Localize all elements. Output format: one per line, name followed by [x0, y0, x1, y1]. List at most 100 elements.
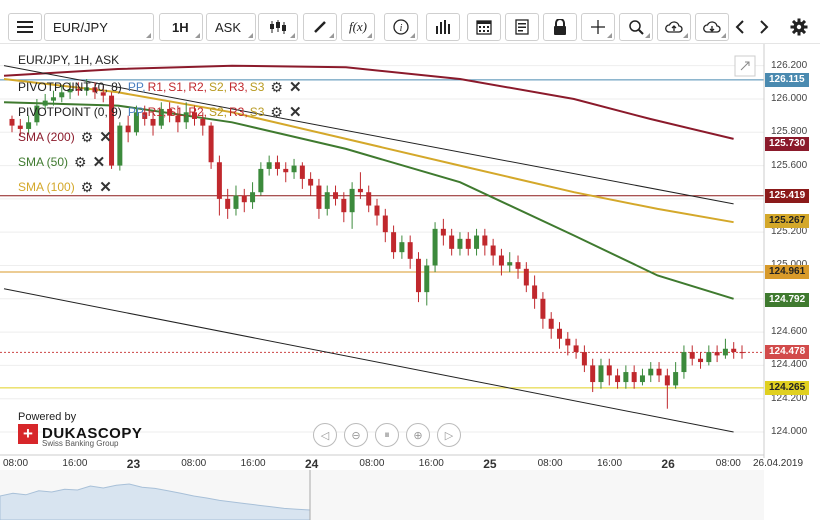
- pivot2-s1: S1,: [168, 105, 187, 119]
- sma200-settings-icon[interactable]: ⚙: [80, 128, 94, 145]
- price-type-select[interactable]: ASK: [206, 13, 256, 41]
- candle-body: [133, 112, 139, 133]
- candle: [349, 182, 355, 229]
- candle: [216, 155, 222, 216]
- candle-body: [183, 112, 189, 123]
- legend-header-text: EUR/JPY, 1H, ASK: [18, 53, 120, 67]
- settings-button[interactable]: [786, 13, 812, 41]
- upload-button[interactable]: [657, 13, 691, 41]
- zoom-in-button[interactable]: ⊕: [406, 423, 430, 447]
- price-badge: 125.730: [765, 136, 810, 151]
- candle: [200, 112, 206, 136]
- candle: [233, 185, 239, 216]
- pivot2-settings-icon[interactable]: ⚙: [270, 103, 283, 120]
- crosshair-button[interactable]: [581, 13, 615, 41]
- candle: [125, 115, 131, 143]
- candle: [366, 185, 372, 213]
- zoom-in-icon: ⊕: [413, 429, 423, 442]
- sma50-close-icon[interactable]: ✕: [92, 154, 106, 171]
- candle-body: [100, 92, 106, 96]
- trendline: [3, 65, 734, 205]
- price-chart[interactable]: [0, 44, 820, 520]
- candle-body: [664, 375, 670, 386]
- candle: [150, 112, 156, 136]
- time-tick-label: 26: [661, 457, 675, 471]
- volume-button[interactable]: [426, 13, 460, 41]
- candle: [175, 105, 181, 133]
- sma100-close-icon[interactable]: ✕: [99, 179, 112, 196]
- candle-body: [9, 118, 15, 126]
- legend-sma200: SMA (200) ⚙ ✕: [18, 128, 112, 147]
- candle-body: [192, 112, 197, 119]
- candle: [241, 188, 247, 213]
- candle-body: [266, 162, 272, 169]
- pivot1-close-icon[interactable]: ✕: [288, 79, 302, 96]
- zoom-button[interactable]: [619, 13, 653, 41]
- brand-name: DUKASCOPY: [42, 425, 143, 442]
- scroll-right-button[interactable]: [755, 13, 773, 41]
- candle: [183, 102, 189, 129]
- sma100-settings-icon[interactable]: ⚙: [80, 178, 94, 195]
- price-badge: 125.419: [765, 188, 810, 203]
- candle-body: [474, 235, 480, 249]
- price-badge: 126.115: [765, 72, 809, 87]
- sma100-name: SMA (100): [18, 180, 75, 194]
- scroll-back-button[interactable]: ◁: [313, 423, 337, 447]
- candle-body: [200, 118, 206, 126]
- candle-body: [399, 242, 405, 253]
- candle-body: [407, 242, 413, 259]
- candle: [357, 172, 363, 199]
- report-button[interactable]: [505, 13, 539, 41]
- candle-type-button[interactable]: [258, 13, 298, 41]
- candle: [722, 338, 728, 359]
- candle-body: [17, 125, 23, 129]
- candle-body: [606, 365, 612, 376]
- candle: [656, 362, 662, 383]
- candle-body: [92, 87, 98, 93]
- pivot1-s3: S3: [249, 80, 265, 94]
- sma200-close-icon[interactable]: ✕: [99, 129, 112, 146]
- candle-body: [623, 372, 629, 383]
- sma50-line: [3, 101, 734, 300]
- candle: [291, 158, 297, 179]
- candle-body: [656, 368, 662, 376]
- candle-body: [515, 262, 521, 269]
- candle: [606, 358, 612, 386]
- candle-body: [142, 112, 148, 119]
- time-tick-label: 16:00: [597, 458, 623, 469]
- sma50-settings-icon[interactable]: ⚙: [74, 153, 87, 170]
- candle-body: [449, 235, 455, 249]
- candle-body: [42, 100, 48, 106]
- dukascopy-logo[interactable]: + DUKASCOPY Swiss Banking Group: [18, 424, 143, 448]
- candle-body: [581, 352, 587, 366]
- pivot2-close-icon[interactable]: ✕: [288, 104, 302, 121]
- draw-button[interactable]: [303, 13, 337, 41]
- pivot1-settings-icon[interactable]: ⚙: [270, 78, 283, 95]
- candle-body: [639, 375, 645, 383]
- price-tick-label: 125.200: [771, 226, 808, 238]
- candle-body: [648, 368, 654, 376]
- menu-button[interactable]: [8, 13, 42, 41]
- candle: [540, 292, 546, 329]
- candle-body: [75, 88, 81, 91]
- candle: [225, 188, 231, 219]
- info-button[interactable]: i: [384, 13, 418, 41]
- candle: [449, 228, 455, 256]
- download-button[interactable]: [695, 13, 729, 41]
- timeframe-select[interactable]: 1H: [159, 13, 203, 41]
- function-button[interactable]: f(x): [341, 13, 375, 41]
- time-tick-label: 25: [483, 457, 497, 471]
- candle-body: [673, 372, 679, 386]
- symbol-select[interactable]: EUR/JPY: [44, 13, 154, 41]
- candle-body: [299, 165, 305, 179]
- calendar-button[interactable]: [467, 13, 501, 41]
- scroll-forward-button[interactable]: ▷: [437, 423, 461, 447]
- lock-button[interactable]: [543, 13, 577, 41]
- candle-body: [598, 365, 604, 383]
- candle-body: [150, 118, 156, 126]
- zoom-out-button[interactable]: ⊖: [344, 423, 368, 447]
- reset-button[interactable]: ⏸: [375, 423, 399, 447]
- candle: [84, 78, 90, 96]
- scroll-left-button[interactable]: [731, 13, 749, 41]
- candle: [133, 105, 139, 136]
